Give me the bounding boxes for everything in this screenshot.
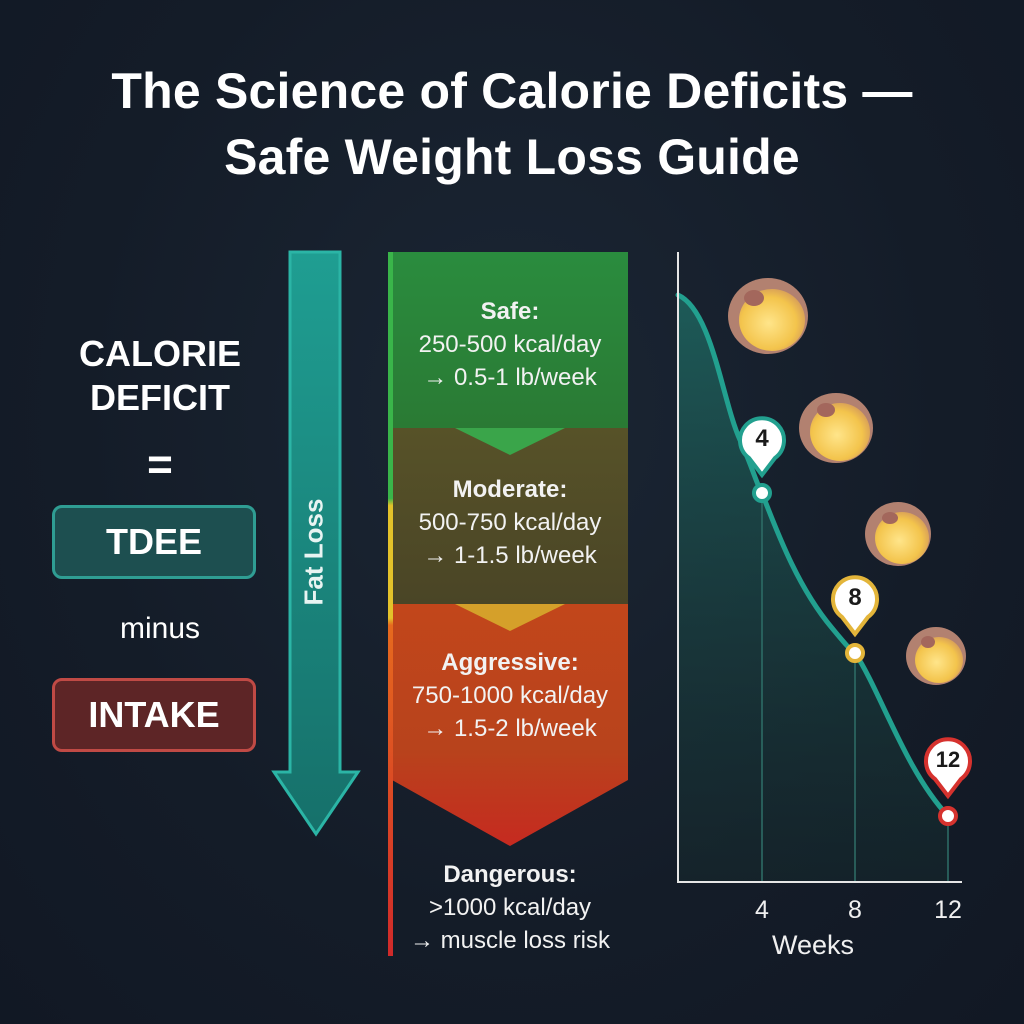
marker-label-8: 8 [848,584,861,611]
intake-label: INTAKE [88,694,220,735]
x-tick-4: 4 [755,896,769,924]
marker-label-4: 4 [755,425,769,452]
zone-moderate-range: 500-750 kcal/day [418,509,602,536]
zone-dangerous-rate: → muscle loss risk [409,927,611,954]
zone-dangerous-heading: Dangerous: [443,861,577,888]
point-week-8 [845,643,865,663]
zone-dangerous-text: Dangerous: >1000 kcal/day → muscle loss … [392,858,628,957]
zone-side-bar [388,252,393,956]
tdee-box: TDEE [52,505,256,579]
weight-curve [675,292,951,819]
minus-operator: minus [119,612,201,645]
zone-moderate-rate: → 1-1.5 lb/week [423,542,597,569]
fat-loss-arrow [271,250,361,837]
formula-heading-line-2: DEFICIT [90,377,230,418]
marker-pin-8 [831,575,879,638]
zone-moderate-text: Moderate: 500-750 kcal/day → 1-1.5 lb/we… [392,473,628,572]
zone-dangerous-range: >1000 kcal/day [428,894,592,921]
page-title: The Science of Calorie Deficits — Safe W… [0,58,1024,190]
safe-zone-chevron [455,428,565,455]
fat-cells [728,278,966,685]
safe-zone [392,252,628,428]
point-week-4 [752,483,772,503]
zone-aggressive-range: 750-1000 kcal/day [411,682,609,709]
fat-loss-label: Fat Loss [298,498,329,606]
aggressive-zone [392,604,628,846]
x-tick-8: 8 [848,896,862,924]
zone-moderate-heading: Moderate: [452,476,568,503]
marker-pin-4 [738,416,786,479]
weight-chart [675,252,972,883]
deficit-zones [388,252,628,956]
x-axis-label: Weeks [772,930,854,960]
marker-label-12: 12 [936,747,960,772]
intake-box: INTAKE [52,678,256,752]
zone-safe-heading: Safe: [480,298,540,325]
formula-heading: CALORIE DEFICIT [40,332,280,420]
tdee-label: TDEE [105,521,202,562]
fat-cell-icon [728,278,808,354]
zone-aggressive-rate: → 1.5-2 lb/week [423,715,597,742]
equals-sign: = [147,440,173,489]
title-line-2: Safe Weight Loss Guide [224,129,800,185]
zone-safe-range: 250-500 kcal/day [418,331,602,358]
moderate-zone-chevron [455,604,565,631]
fat-cell-icon [799,393,873,463]
zone-aggressive-heading: Aggressive: [441,649,579,676]
formula-heading-line-1: CALORIE [79,333,241,374]
fat-cell-icon [865,502,931,566]
marker-pin-12 [924,737,972,800]
point-week-12 [938,806,958,826]
zone-safe-rate: → 0.5-1 lb/week [423,364,597,391]
x-tick-12: 12 [934,896,962,924]
moderate-zone [392,428,628,604]
zone-safe-text: Safe: 250-500 kcal/day → 0.5-1 lb/week [392,295,628,394]
fat-cell-icon [906,627,966,685]
curve-area [678,295,948,882]
zone-aggressive-text: Aggressive: 750-1000 kcal/day → 1.5-2 lb… [392,646,628,745]
title-line-1: The Science of Calorie Deficits — [111,63,913,119]
